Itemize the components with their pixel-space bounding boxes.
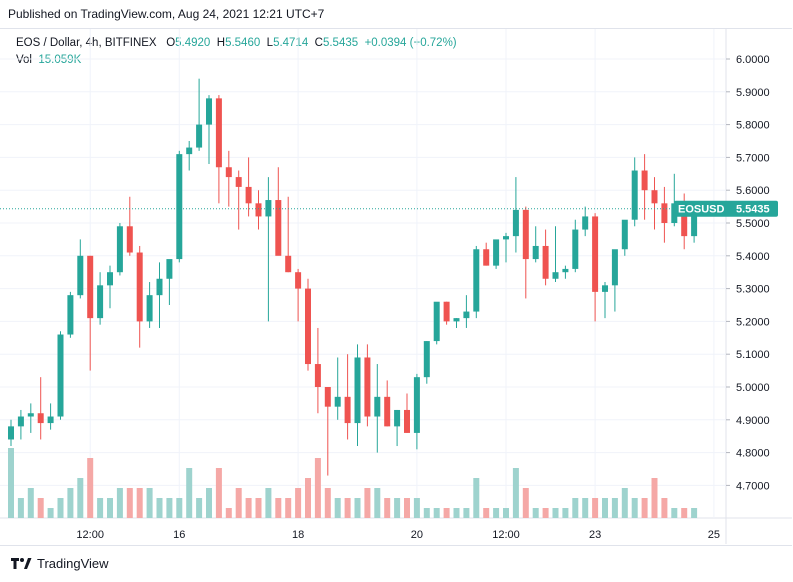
footer-brand[interactable]: TradingView	[37, 556, 109, 571]
footer: TradingView	[10, 556, 109, 571]
high-label: H	[216, 37, 226, 49]
close-value: 5.5435	[322, 37, 359, 49]
open-label: O	[166, 37, 176, 49]
chart-legend: EOS / Dollar, 4h, BITFINEX O5.4920 H5.54…	[16, 35, 457, 69]
change-value: +0.0394 (+0.72%)	[364, 37, 457, 49]
chart-frame	[0, 28, 792, 546]
tradingview-logo-icon	[11, 558, 32, 569]
volume-label[interactable]: Vol	[16, 54, 32, 66]
volume-row: Vol 15.059K	[16, 52, 457, 69]
open-value: 5.4920	[175, 37, 211, 49]
published-note: Published on TradingView.com, Aug 24, 20…	[8, 7, 325, 21]
volume-value: 15.059K	[38, 54, 82, 66]
close-label: C	[314, 37, 323, 49]
low-label: L	[266, 37, 274, 49]
high-value: 5.5460	[225, 37, 261, 49]
low-value: 5.4714	[273, 37, 309, 49]
symbol-label[interactable]: EOS / Dollar, 4h, BITFINEX	[16, 37, 157, 49]
ohlc-row: EOS / Dollar, 4h, BITFINEX O5.4920 H5.54…	[16, 35, 457, 52]
